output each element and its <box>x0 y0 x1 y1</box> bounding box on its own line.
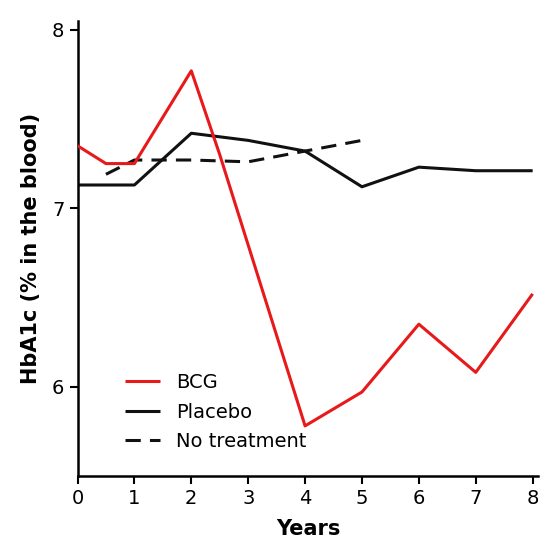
Placebo <box>473 167 479 174</box>
Placebo <box>529 167 536 174</box>
Placebo <box>302 148 309 155</box>
BCG <box>416 321 422 328</box>
No treatment <box>358 137 365 144</box>
Y-axis label: HbA1c (% in the blood): HbA1c (% in the blood) <box>21 113 41 384</box>
Placebo <box>245 137 251 144</box>
Line: No treatment: No treatment <box>106 141 362 174</box>
BCG <box>216 151 223 158</box>
Placebo <box>188 130 195 137</box>
No treatment <box>188 157 195 164</box>
Placebo <box>358 184 365 190</box>
Placebo <box>416 164 422 170</box>
No treatment <box>302 148 309 155</box>
No treatment <box>131 157 138 164</box>
BCG <box>102 160 109 167</box>
Legend: BCG, Placebo, No treatment: BCG, Placebo, No treatment <box>119 367 312 457</box>
BCG <box>74 142 81 149</box>
BCG <box>188 67 195 74</box>
BCG <box>131 160 138 167</box>
BCG <box>473 369 479 376</box>
Line: Placebo: Placebo <box>77 133 533 187</box>
BCG <box>529 291 536 297</box>
BCG <box>358 389 365 395</box>
Placebo <box>74 181 81 188</box>
No treatment <box>245 158 251 165</box>
X-axis label: Years: Years <box>276 519 340 539</box>
Line: BCG: BCG <box>77 71 533 426</box>
Placebo <box>131 181 138 188</box>
No treatment <box>102 171 109 178</box>
BCG <box>302 423 309 430</box>
